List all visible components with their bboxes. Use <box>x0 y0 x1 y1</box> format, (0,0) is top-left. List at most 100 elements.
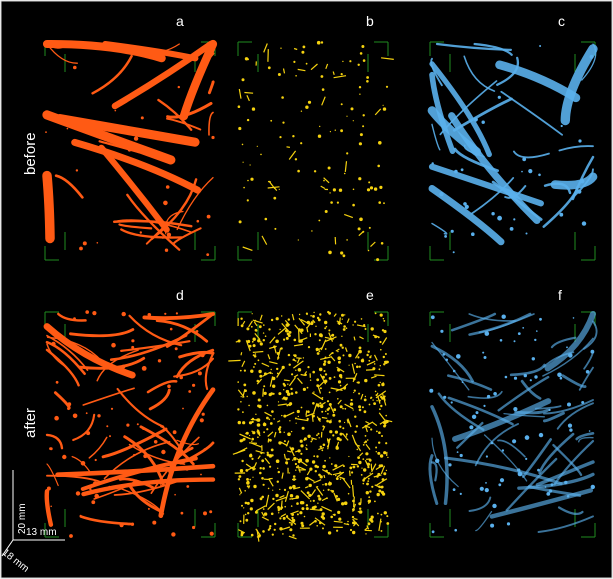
speck <box>335 477 339 480</box>
root-segment <box>428 163 544 207</box>
speck <box>382 355 385 359</box>
root-fragment <box>163 200 168 206</box>
speck-streak <box>306 476 315 483</box>
speck <box>262 467 265 470</box>
root-segment <box>542 185 579 228</box>
speck-streak <box>269 336 276 344</box>
root-fragment <box>546 492 551 496</box>
speck <box>316 40 321 45</box>
speck <box>259 497 263 501</box>
speck-streak <box>261 362 270 368</box>
speck <box>324 459 326 462</box>
root-fragment <box>197 371 202 376</box>
speck <box>259 467 262 470</box>
speck <box>305 507 309 511</box>
speck <box>251 313 253 315</box>
root-fragment <box>539 317 542 321</box>
root-fragment <box>544 486 547 488</box>
speck <box>356 381 359 384</box>
speck-streak <box>312 319 316 324</box>
root-segment <box>46 463 59 487</box>
speck <box>321 449 324 452</box>
speck <box>326 408 330 411</box>
root-fragment <box>577 189 582 194</box>
speck <box>350 107 354 111</box>
root-segment <box>497 439 526 458</box>
speck <box>281 398 284 400</box>
speck <box>321 512 325 516</box>
speck <box>278 512 280 514</box>
speck <box>272 384 276 388</box>
speck <box>300 406 303 409</box>
speck <box>342 60 344 63</box>
speck <box>251 340 254 343</box>
speck <box>249 164 251 166</box>
root-fragment <box>85 310 89 314</box>
root-segment <box>557 506 584 516</box>
root-segment <box>69 328 135 338</box>
speck <box>328 482 332 486</box>
speck <box>374 390 377 393</box>
speck <box>291 495 294 498</box>
root-fragment <box>175 312 178 315</box>
speck <box>263 422 265 424</box>
speck <box>249 478 251 481</box>
speck <box>328 311 331 315</box>
speck-streak <box>360 393 364 400</box>
speck-streak <box>323 474 326 479</box>
speck <box>381 329 385 332</box>
speck-streak <box>280 500 283 510</box>
speck <box>303 515 306 518</box>
speck <box>316 403 320 407</box>
root-fragment <box>133 136 139 141</box>
speck <box>352 409 354 411</box>
root-fragment <box>513 340 516 343</box>
speck <box>329 457 331 459</box>
speck <box>350 398 353 402</box>
root-fragment <box>557 372 562 378</box>
root-fragment <box>177 85 180 89</box>
speck-streak <box>298 466 306 471</box>
root-fragment <box>180 511 184 515</box>
speck <box>252 344 256 348</box>
root-fragment <box>67 402 72 407</box>
speck <box>356 448 359 451</box>
speck <box>295 75 297 77</box>
speck <box>330 201 333 204</box>
speck <box>290 505 293 507</box>
speck <box>363 398 367 402</box>
speck-streak <box>378 518 382 531</box>
speck <box>384 360 388 364</box>
speck <box>251 437 254 441</box>
speck <box>349 402 354 406</box>
speck <box>361 406 364 409</box>
speck <box>316 455 319 458</box>
root-fragment <box>75 491 81 496</box>
root-fragment <box>109 435 111 438</box>
root-fragment <box>490 441 494 445</box>
speck <box>348 364 350 366</box>
speck <box>260 341 262 343</box>
speck <box>281 414 283 417</box>
speck <box>266 453 270 457</box>
speck <box>352 465 356 469</box>
speck <box>279 136 282 139</box>
root-segment <box>447 374 493 391</box>
root-fragment <box>174 493 176 496</box>
speck <box>291 513 294 516</box>
speck <box>277 509 280 512</box>
speck-streak <box>297 464 301 473</box>
speck <box>370 515 374 519</box>
speck <box>287 403 290 406</box>
root-fragment <box>152 520 157 525</box>
speck <box>257 398 261 402</box>
speck <box>292 135 295 138</box>
speck <box>318 497 322 501</box>
root-fragment <box>454 528 458 532</box>
speck-streak <box>283 453 286 459</box>
root-fragment <box>93 481 98 486</box>
speck <box>345 433 348 436</box>
speck <box>337 368 341 372</box>
speck <box>378 368 381 371</box>
root-segment <box>535 460 595 487</box>
